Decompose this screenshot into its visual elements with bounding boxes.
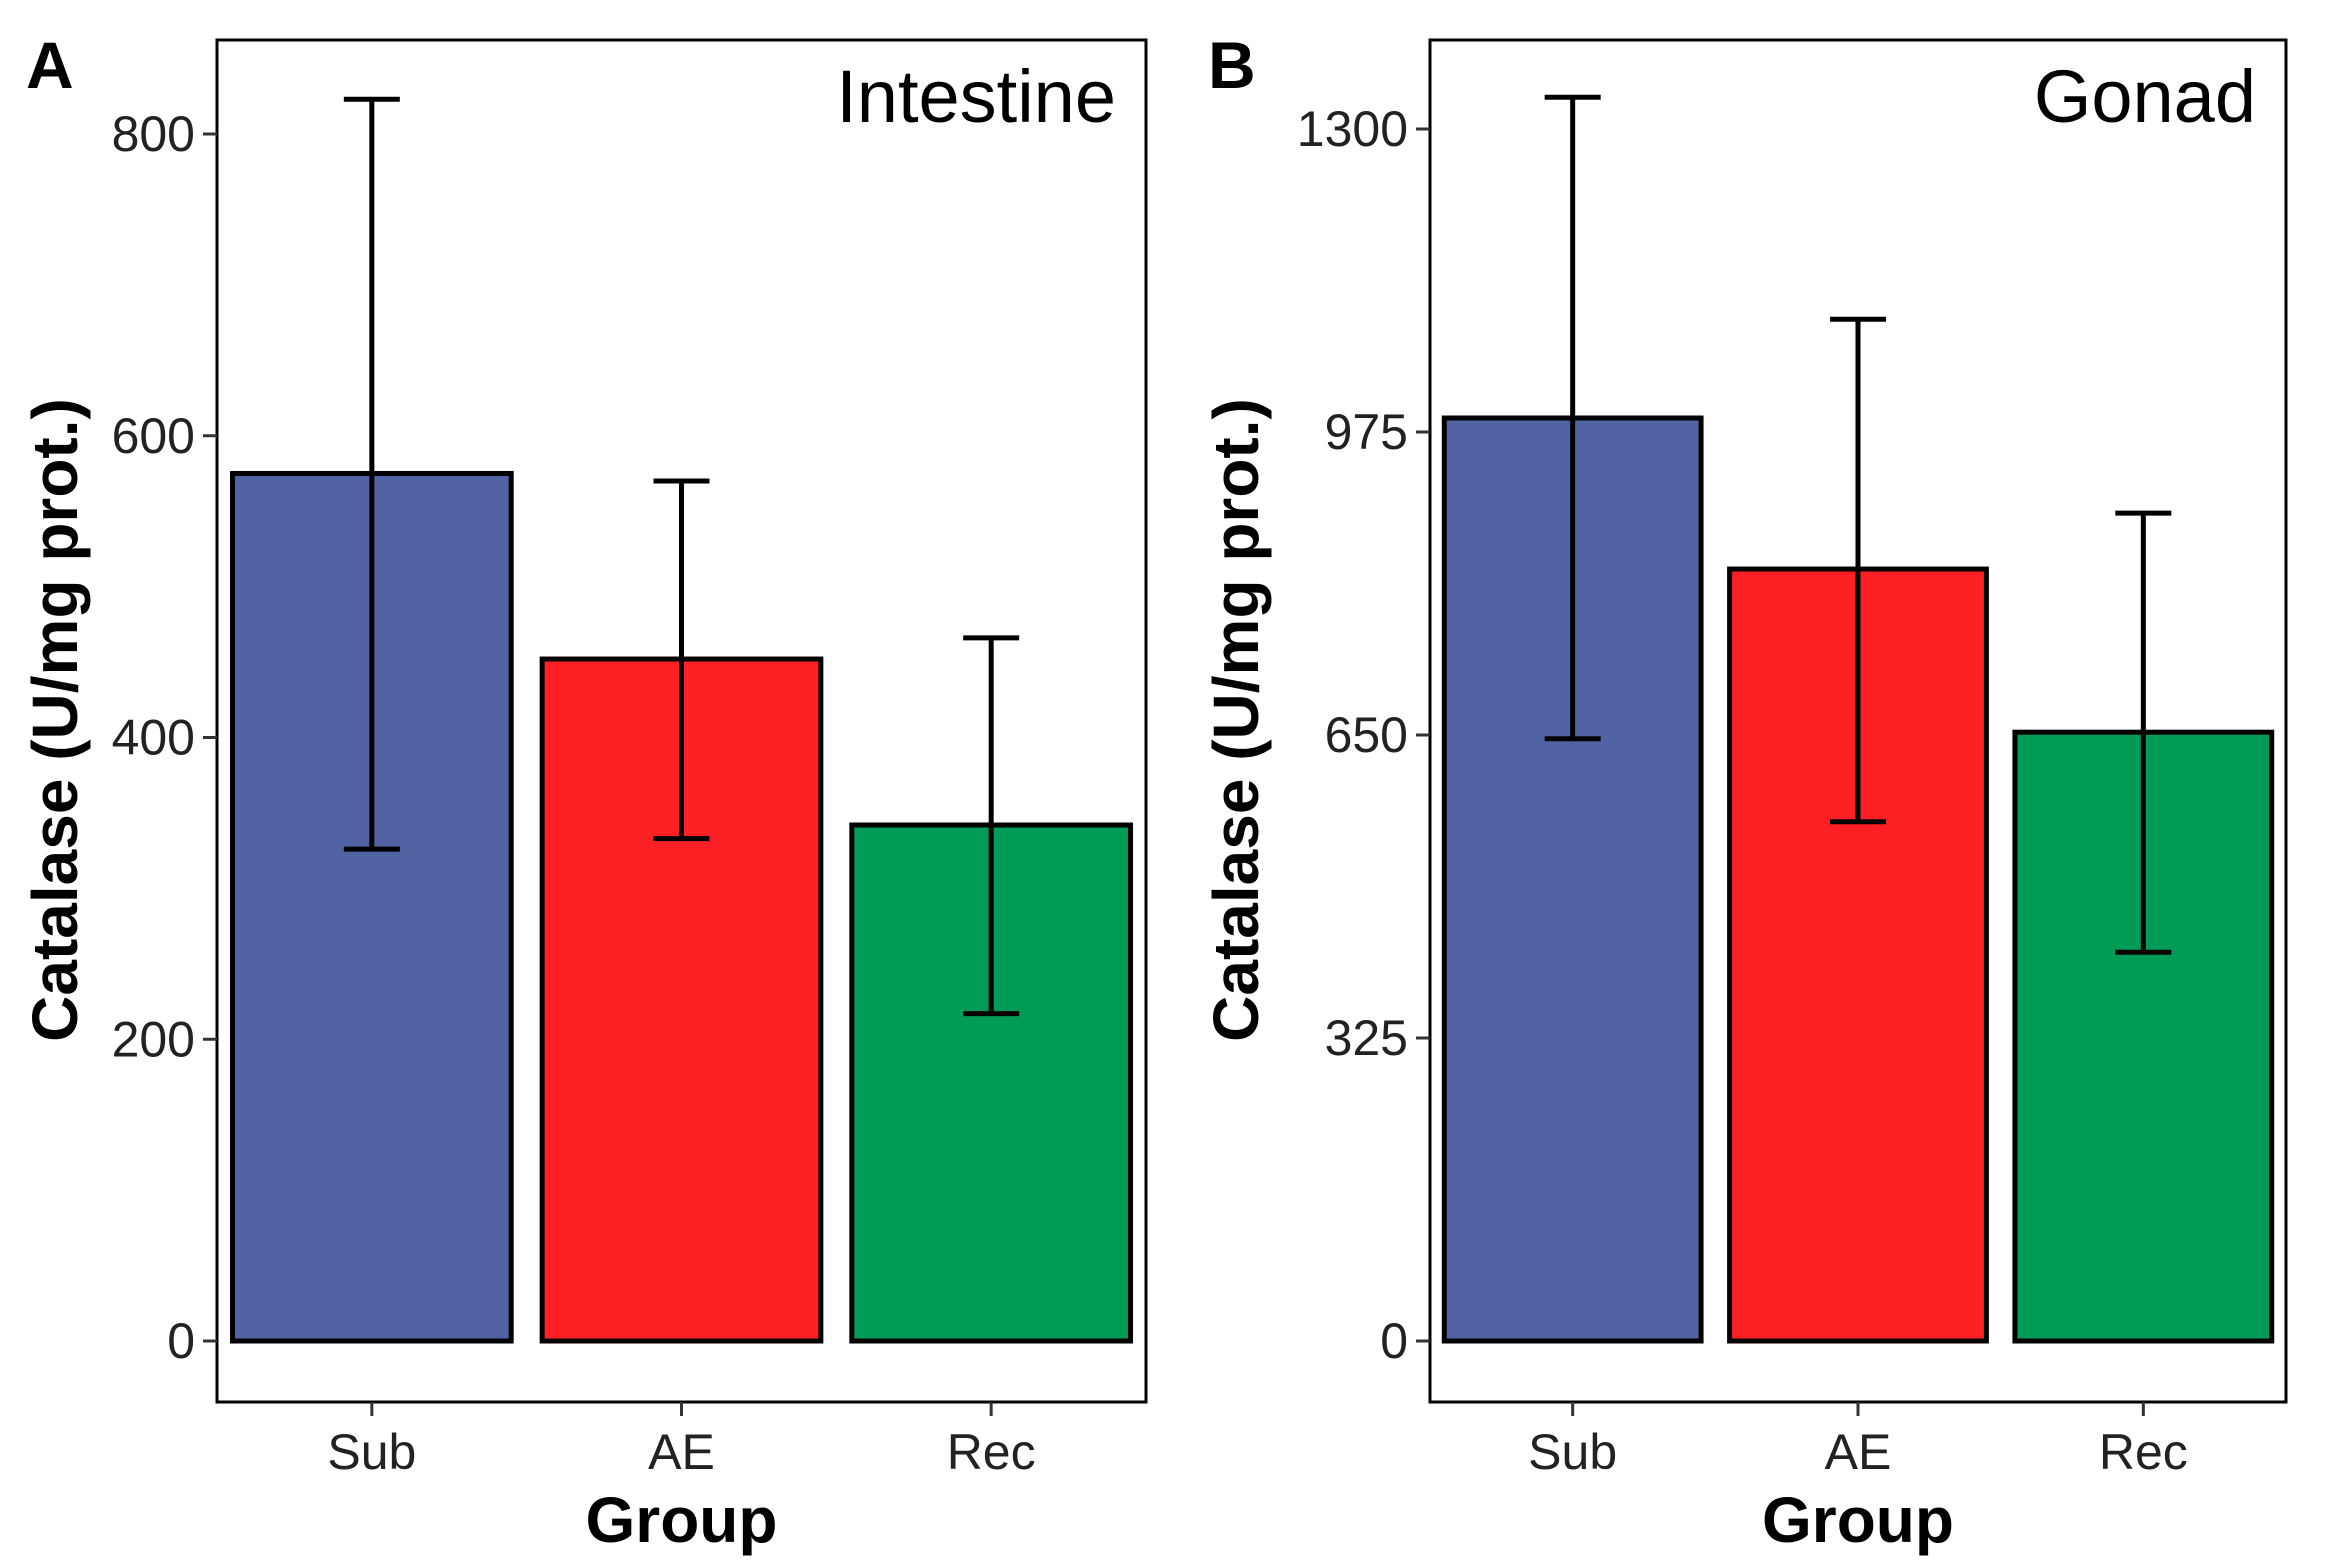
panel-letter: B xyxy=(1208,28,1256,102)
panel-a: 0 200 400 600 800 Sub AE Rec Group Catalase (U/mg… xyxy=(19,28,1148,1556)
x-tick-label: Rec xyxy=(2099,1424,2188,1480)
x-tick-label: AE xyxy=(648,1424,715,1480)
x-axis-title: Group xyxy=(1762,1484,1954,1556)
y-tick-label: 325 xyxy=(1325,1010,1408,1066)
y-axis-title: Catalase (U/mg prot.) xyxy=(1200,398,1272,1042)
y-tick-label: 650 xyxy=(1325,707,1408,763)
panel-letter: A xyxy=(26,28,74,102)
y-tick-label: 200 xyxy=(112,1011,195,1067)
y-tick-label: 1300 xyxy=(1297,101,1408,157)
y-tick-label: 600 xyxy=(112,408,195,464)
panel-b: 0 325 650 975 1300 Sub AE Rec Group Catalase (U/m… xyxy=(1200,28,2288,1556)
y-axis-title: Catalase (U/mg prot.) xyxy=(19,398,91,1042)
panel-title: Intestine xyxy=(836,55,1116,138)
x-tick-label: Sub xyxy=(1528,1424,1617,1480)
x-tick-label: Sub xyxy=(327,1424,416,1480)
x-axis-title: Group xyxy=(586,1484,778,1556)
x-tick-label: Rec xyxy=(947,1424,1036,1480)
y-tick-label: 800 xyxy=(112,106,195,162)
y-tick-label: 400 xyxy=(112,710,195,766)
y-tick-label: 975 xyxy=(1325,404,1408,460)
y-tick-label: 0 xyxy=(1380,1313,1408,1369)
panel-title: Gonad xyxy=(2034,55,2256,138)
x-tick-label: AE xyxy=(1825,1424,1892,1480)
y-tick-label: 0 xyxy=(167,1313,195,1369)
